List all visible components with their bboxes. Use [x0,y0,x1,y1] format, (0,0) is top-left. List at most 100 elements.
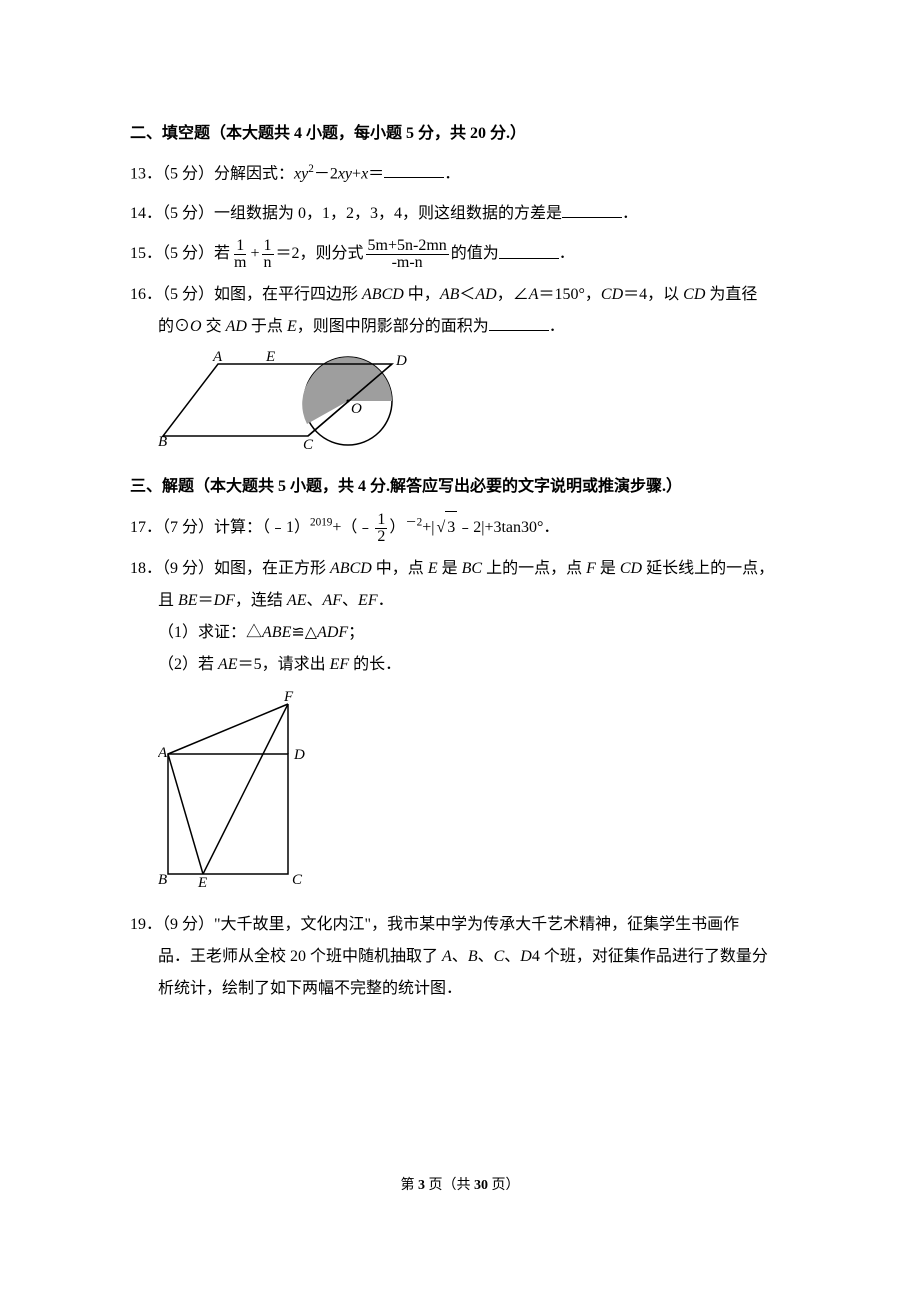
q18-adf: ADF [317,624,348,641]
q17-plus1: +（﹣ [332,519,373,536]
question-15: 15．（5 分）若1m+1n＝2，则分式5m+5n-2mn-m-n 的值为 ． [130,238,790,271]
q18-p: ． [378,592,394,609]
q15-suffix: 的值为 [451,246,499,263]
q15-frac2-den: n [262,255,274,271]
q16-l2c: 于点 [247,318,287,335]
q16-label-c: C [303,437,314,451]
q16-l2a: 的⊙ [158,318,190,335]
q13-mid: －2 [314,165,338,182]
q16-cd: CD [601,286,623,303]
footer-prefix: 第 [401,1178,419,1193]
q18-cong: ≌△ [291,624,317,641]
footer-middle: 页（共 [425,1178,474,1193]
q18-label-f: F [283,689,294,705]
q18-l1f: 延长线上的一点， [642,560,774,577]
q15-blank [499,243,559,259]
q18-ae-line [168,754,203,874]
q19-l2b: 4 个班，对征集作品进行了数量分 [532,948,768,965]
q19-a: A [442,948,452,965]
q18-ef2: EF [330,656,350,673]
q15-frac3-num: 5m+5n-2mn [366,238,449,255]
q15-frac1-den: m [232,255,248,271]
section-2-title: 二、填空题（本大题共 4 小题，每小题 5 分，共 20 分.） [130,118,790,150]
q17-supneg2: －2 [405,517,422,529]
q17-sqrt: 3 [434,511,457,544]
q18-df: DF [214,592,235,609]
q17-plus2: +| [422,519,434,536]
q15-frac3-den: -m-n [390,255,425,271]
q18-abcd: ABCD [330,560,372,577]
question-16: 16．（5 分）如图，在平行四边形 ABCD 中，AB＜AD，∠A＝150°，C… [130,279,790,463]
q15-prefix: 15．（5 分）若 [130,246,230,263]
q17-prefix: 17．（7 分）计算：（﹣1） [130,519,310,536]
page-content: 二、填空题（本大题共 4 小题，每小题 5 分，共 20 分.） 13．（5 分… [0,0,920,1005]
q16-l1c: 为直径 [705,286,757,303]
q18-cd: CD [620,560,642,577]
q15-period: ． [559,246,575,263]
q16-label-e: E [265,351,275,365]
q16-o: O [190,318,202,335]
q16-l2d: ，则图中阴影部分的面积为 [297,318,489,335]
question-18: 18．（9 分）如图，在正方形 ABCD 中，点 E 是 BC 上的一点，点 F… [130,553,790,901]
q15-frac1-num: 1 [234,238,246,255]
q18-eq5: ＝5，请求出 [238,656,330,673]
q16-label-o: O [351,401,362,417]
q19-line1: 19．（9 分）"大千故里，文化内江"，我市某中学为传承大千艺术精神，征集学生书… [130,909,790,941]
q18-ae2: AE [218,656,238,673]
q18-sub2: （2）若 AE＝5，请求出 EF 的长． [130,649,790,681]
q18-label-d: D [293,747,305,763]
q18-l1a: 18．（9 分）如图，在正方形 [130,560,330,577]
q15-frac2: 1n [262,238,274,271]
q15-frac1: 1m [232,238,248,271]
q18-s2b: 的长． [349,656,401,673]
q18-af-line [168,704,288,754]
q16-eq4: ＝4，以 [623,286,683,303]
q18-line1: 18．（9 分）如图，在正方形 ABCD 中，点 E 是 BC 上的一点，点 F… [130,553,790,585]
q13-plus: + [352,165,361,182]
q18-ae: AE [287,592,307,609]
q16-a: A [529,286,539,303]
q13-blank [384,162,444,178]
q17-frac-num: 1 [375,512,387,529]
q16-line1: 16．（5 分）如图，在平行四边形 ABCD 中，AB＜AD，∠A＝150°，C… [130,279,790,311]
q15-eq2: ＝2，则分式 [276,246,364,263]
q13-expr2: xy [338,165,352,182]
q18-sub1: （1）求证：△ABE≌△ADF； [130,617,790,649]
q18-ef-line [203,704,288,874]
q16-abcd: ABCD [362,286,404,303]
q18-l1d: 上的一点，点 [482,560,586,577]
q18-e: E [428,560,438,577]
q16-l1b: 中， [404,286,440,303]
q16-label-b: B [158,434,167,450]
q18-figure: A B C D E F [158,689,790,901]
question-19: 19．（9 分）"大千故里，文化内江"，我市某中学为传承大千艺术精神，征集学生书… [130,909,790,1005]
q19-line2: 品．王老师从全校 20 个班中随机抽取了 A、B、C、D4 个班，对征集作品进行… [130,941,790,973]
q18-label-b: B [158,872,167,888]
q18-af: AF [322,592,342,609]
q16-blank [489,315,549,331]
q13-expr1: xy [294,165,308,182]
q14-blank [562,202,622,218]
q16-svg: A B C D E O [158,351,428,451]
q18-ef: EF [358,592,378,609]
q13-text: 13．（5 分）分解因式： [130,165,294,182]
q16-line2: 的⊙O 交 AD 于点 E，则图中阴影部分的面积为． [130,311,790,343]
q16-ad2: AD [226,318,247,335]
q16-label-a: A [212,351,223,365]
q18-label-a: A [158,745,168,761]
q18-line2: 且 BE＝DF，连结 AE、AF、EF． [130,585,790,617]
q17-frac: 12 [375,512,387,545]
q18-label-e: E [197,875,207,889]
q13-eq: ＝ [368,165,384,182]
q15-plus: + [250,246,259,263]
page-footer: 第 3 页（共 30 页） [0,1174,920,1194]
q19-s2: 、 [478,948,494,965]
q16-cd2: CD [683,286,705,303]
q19-b: B [468,948,478,965]
q18-bc: BC [462,560,482,577]
q17-sup2019: 2019 [310,517,332,529]
q18-label-c: C [292,872,303,888]
q17-radicand: 3 [445,511,457,544]
q16-label-d: D [395,353,407,369]
q16-ad: AD [475,286,496,303]
